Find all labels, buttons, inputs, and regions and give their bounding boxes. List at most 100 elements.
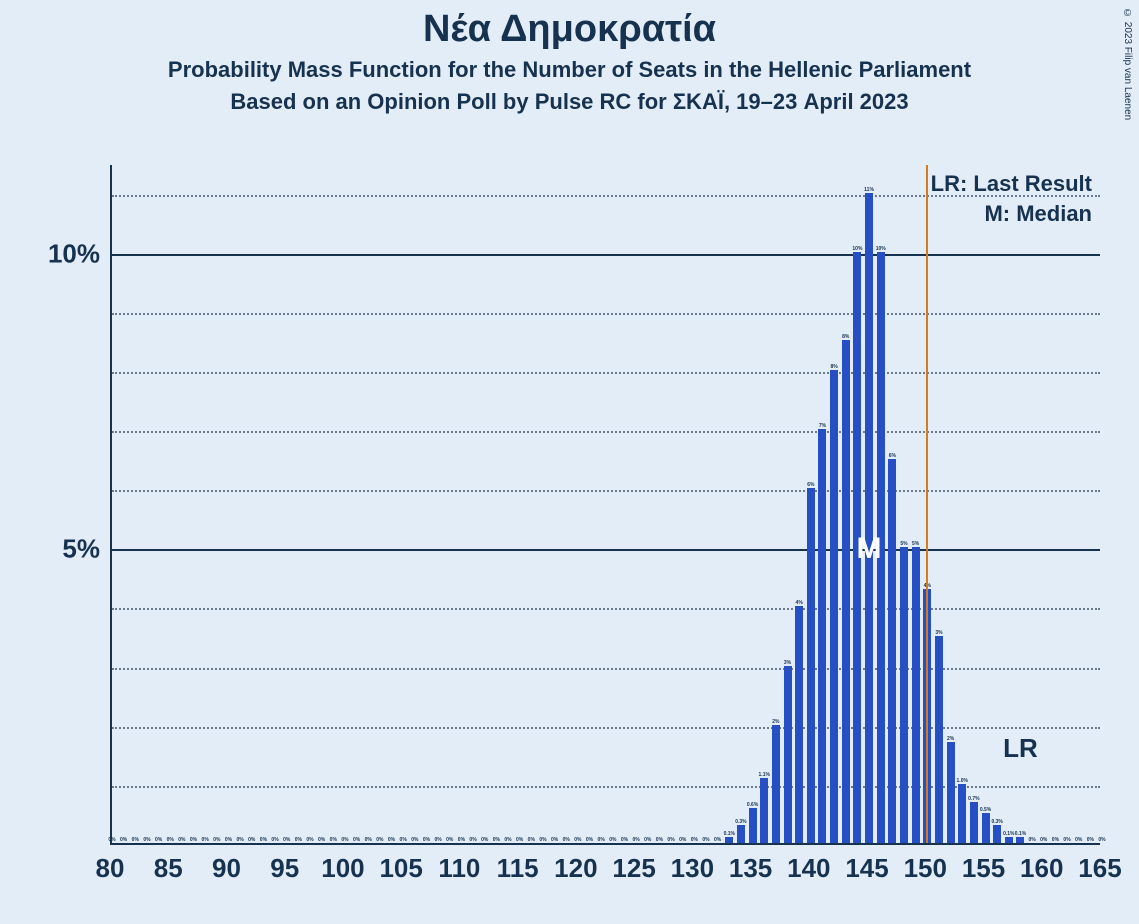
bar-value-label: 0% bbox=[516, 837, 523, 843]
bar-value-label: 0.6% bbox=[747, 802, 758, 808]
bar-value-label: 0% bbox=[178, 837, 185, 843]
bar: 0.5% bbox=[982, 813, 990, 843]
bar: 0.3% bbox=[993, 825, 1001, 843]
bar-value-label: 0% bbox=[202, 837, 209, 843]
bar-value-label: 0% bbox=[120, 837, 127, 843]
bar-value-label: 0.1% bbox=[1015, 831, 1026, 837]
x-tick-label: 115 bbox=[497, 853, 539, 884]
bar-value-label: 0% bbox=[353, 837, 360, 843]
bar: 4% bbox=[795, 606, 803, 843]
bar-value-label: 0% bbox=[1063, 837, 1070, 843]
x-tick-label: 90 bbox=[212, 853, 241, 884]
bar-value-label: 0% bbox=[1040, 837, 1047, 843]
bar-value-label: 0% bbox=[574, 837, 581, 843]
bar-value-label: 0% bbox=[108, 837, 115, 843]
x-tick-label: 85 bbox=[154, 853, 183, 884]
x-axis: 8085909510010511011512012513013514014515… bbox=[110, 853, 1100, 893]
bar-value-label: 0% bbox=[469, 837, 476, 843]
titles-block: Νέα Δημοκρατία Probability Mass Function… bbox=[0, 0, 1139, 115]
x-tick-label: 165 bbox=[1078, 853, 1121, 884]
bar-value-label: 0% bbox=[318, 837, 325, 843]
bar-value-label: 5% bbox=[912, 541, 919, 547]
median-mark: M bbox=[857, 532, 882, 566]
last-result-line bbox=[926, 165, 928, 843]
bar: 3% bbox=[935, 636, 943, 843]
bar: 5% bbox=[900, 547, 908, 843]
x-tick-label: 135 bbox=[729, 853, 772, 884]
bar-value-label: 0% bbox=[1087, 837, 1094, 843]
bar-value-label: 1.1% bbox=[759, 772, 770, 778]
bar-value-label: 0% bbox=[167, 837, 174, 843]
bar-value-label: 0% bbox=[586, 837, 593, 843]
x-tick-label: 125 bbox=[612, 853, 655, 884]
bar-value-label: 0% bbox=[236, 837, 243, 843]
bar-value-label: 0% bbox=[632, 837, 639, 843]
bars-container: 0% 0% 0% 0% 0% 0% 0% 0% 0% 0% 0% 0% 0% 0% 0% 0% 0% 0% 0% 0%… bbox=[112, 165, 1100, 843]
bar: 0.3% bbox=[737, 825, 745, 843]
bar: 0.1% bbox=[1005, 837, 1013, 843]
bar-value-label: 0% bbox=[423, 837, 430, 843]
bar-value-label: 0% bbox=[213, 837, 220, 843]
bar-value-label: 5% bbox=[900, 541, 907, 547]
bar-value-label: 0.7% bbox=[968, 796, 979, 802]
bar: 8% bbox=[842, 340, 850, 843]
bar-value-label: 0% bbox=[365, 837, 372, 843]
bar-value-label: 11% bbox=[864, 187, 874, 193]
bar: 0.1% bbox=[725, 837, 733, 843]
x-tick-label: 160 bbox=[1020, 853, 1063, 884]
bar-value-label: 0% bbox=[132, 837, 139, 843]
bar-value-label: 0.1% bbox=[724, 831, 735, 837]
bar: 8% bbox=[830, 370, 838, 843]
x-tick-label: 150 bbox=[904, 853, 947, 884]
bar-value-label: 4% bbox=[796, 600, 803, 606]
bar-value-label: 6% bbox=[807, 482, 814, 488]
bar: 1.0% bbox=[958, 784, 966, 843]
bar-value-label: 0% bbox=[1075, 837, 1082, 843]
bar-value-label: 0% bbox=[400, 837, 407, 843]
bar-value-label: 0% bbox=[306, 837, 313, 843]
bar: 0.6% bbox=[749, 808, 757, 843]
bar-value-label: 6% bbox=[889, 453, 896, 459]
bar-value-label: 0% bbox=[190, 837, 197, 843]
bar-value-label: 8% bbox=[842, 334, 849, 340]
bar-value-label: 0% bbox=[446, 837, 453, 843]
bar: 7% bbox=[818, 429, 826, 843]
bar-value-label: 0% bbox=[260, 837, 267, 843]
bar-value-label: 7% bbox=[819, 423, 826, 429]
x-tick-label: 120 bbox=[554, 853, 597, 884]
x-tick-label: 155 bbox=[962, 853, 1005, 884]
bar-value-label: 0% bbox=[295, 837, 302, 843]
bar: 1.1% bbox=[760, 778, 768, 843]
plot-area: LR: Last Result M: Median 5%10%0%0%0%0%0… bbox=[110, 165, 1100, 845]
bar-value-label: 0% bbox=[376, 837, 383, 843]
bar-value-label: 0% bbox=[563, 837, 570, 843]
bar: 2% bbox=[772, 725, 780, 843]
x-tick-label: 145 bbox=[845, 853, 888, 884]
bar-value-label: 0% bbox=[598, 837, 605, 843]
chart-subtitle: Probability Mass Function for the Number… bbox=[0, 57, 1139, 83]
bar-value-label: 0% bbox=[341, 837, 348, 843]
bar-value-label: 3% bbox=[784, 660, 791, 666]
bar: 11% bbox=[865, 193, 873, 843]
x-tick-label: 105 bbox=[379, 853, 422, 884]
bar: 6% bbox=[888, 459, 896, 843]
bar-value-label: 8% bbox=[830, 364, 837, 370]
bar-value-label: 0.3% bbox=[991, 819, 1002, 825]
bar-value-label: 0.5% bbox=[980, 807, 991, 813]
bar-value-label: 0% bbox=[691, 837, 698, 843]
y-tick-label: 10% bbox=[48, 238, 112, 269]
bar: 6% bbox=[807, 488, 815, 843]
bar-value-label: 0% bbox=[481, 837, 488, 843]
bar-value-label: 2% bbox=[947, 736, 954, 742]
bar-value-label: 0% bbox=[609, 837, 616, 843]
bar-value-label: 0% bbox=[644, 837, 651, 843]
bar-value-label: 0% bbox=[283, 837, 290, 843]
bar-value-label: 0% bbox=[714, 837, 721, 843]
bar-value-label: 0% bbox=[225, 837, 232, 843]
bar-value-label: 0% bbox=[702, 837, 709, 843]
x-tick-label: 140 bbox=[787, 853, 830, 884]
bar-value-label: 0% bbox=[434, 837, 441, 843]
y-tick-label: 5% bbox=[62, 534, 112, 565]
chart-basis: Based on an Opinion Poll by Pulse RC for… bbox=[0, 89, 1139, 115]
x-tick-label: 100 bbox=[321, 853, 364, 884]
